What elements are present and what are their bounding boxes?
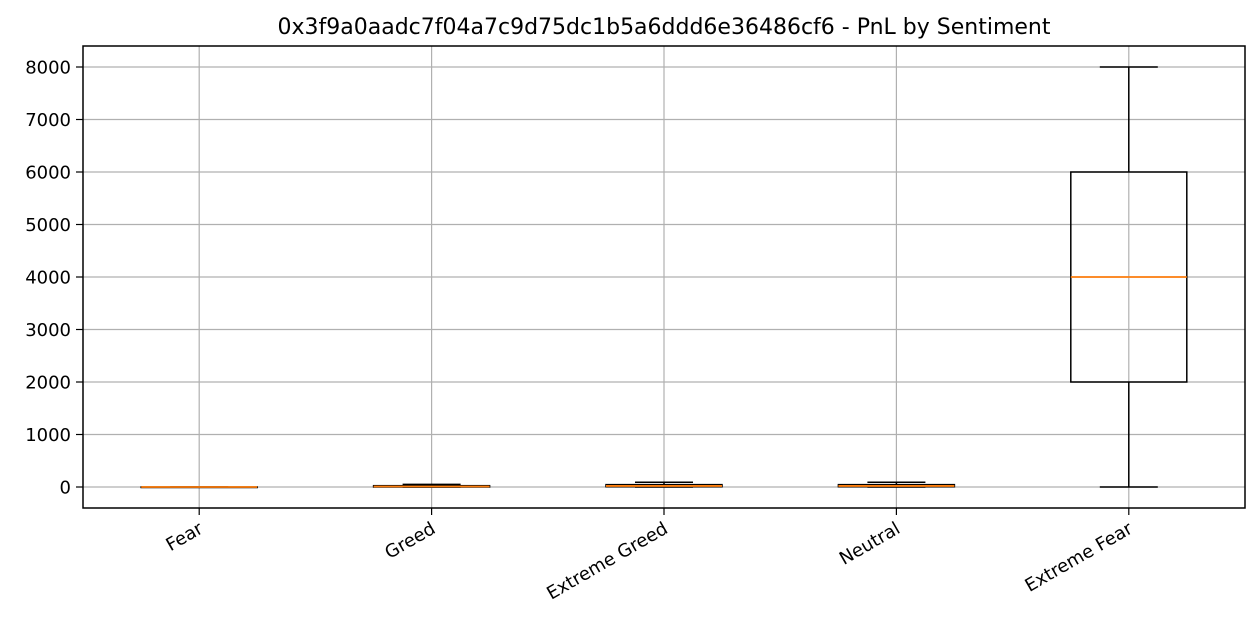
y-tick-label: 1000	[25, 425, 71, 446]
y-tick-label: 2000	[25, 373, 71, 394]
grid-layer	[83, 46, 1245, 508]
box-group	[1070, 66, 1188, 488]
y-tick-label: 3000	[25, 320, 71, 341]
box-group	[837, 481, 956, 488]
y-tick-label: 0	[60, 478, 71, 499]
box-group	[605, 481, 723, 488]
y-tick-label: 6000	[25, 163, 71, 184]
y-tick-label: 4000	[25, 268, 71, 289]
box-layer	[140, 66, 1188, 489]
y-tick-label: 7000	[25, 110, 71, 131]
y-tick-label: 5000	[25, 215, 71, 236]
box-group	[140, 486, 258, 489]
y-tick-label: 8000	[25, 58, 71, 79]
chart-title: 0x3f9a0aadc7f04a7c9d75dc1b5a6ddd6e36486c…	[278, 15, 1051, 40]
box-group	[372, 483, 491, 488]
